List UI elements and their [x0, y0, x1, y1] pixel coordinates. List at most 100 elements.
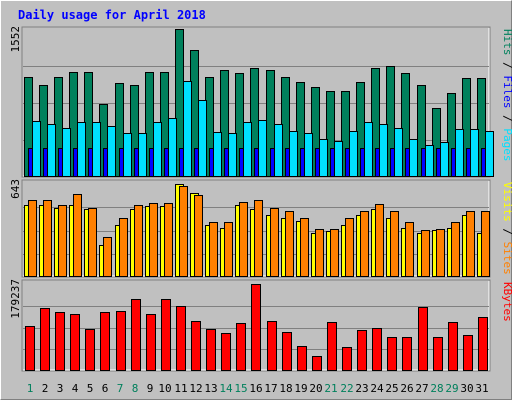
bar-sites-day-1	[28, 200, 37, 277]
bar-kbytes-day-23	[357, 330, 367, 371]
bar-pages-day-18	[289, 131, 298, 177]
legend-kbytes: KBytes	[501, 282, 512, 322]
bar-pages-day-7	[123, 133, 132, 177]
bar-sites-day-11	[179, 186, 188, 277]
bar-sites-day-9	[149, 203, 158, 277]
bar-sites-day-24	[375, 204, 384, 277]
x-tick-label-day-16: 16	[249, 382, 262, 395]
x-tick-label-day-12: 12	[189, 382, 202, 395]
bar-pages-day-9	[153, 122, 162, 177]
bar-sites-day-19	[300, 218, 309, 277]
bar-kbytes-day-30	[463, 335, 473, 371]
bar-pages-day-2	[47, 124, 56, 177]
legend-item-hits: Hits	[501, 29, 512, 56]
bar-pages-day-1	[32, 121, 41, 177]
x-tick-label-day-4: 4	[72, 382, 79, 395]
bar-sites-day-10	[164, 203, 173, 277]
bar-kbytes-day-1	[25, 326, 35, 371]
x-tick-label-day-5: 5	[87, 382, 94, 395]
bar-kbytes-day-15	[236, 323, 246, 371]
x-tick-label-day-31: 31	[475, 382, 488, 395]
bar-kbytes-day-24	[372, 328, 382, 371]
x-tick-label-day-9: 9	[147, 382, 154, 395]
bar-kbytes-day-14	[221, 333, 231, 371]
bar-sites-day-8	[134, 205, 143, 277]
bar-sites-day-7	[119, 218, 128, 277]
x-tick-label-day-2: 2	[42, 382, 49, 395]
x-tick-label-day-11: 11	[174, 382, 187, 395]
y-max-label: 179237	[9, 279, 22, 319]
bar-kbytes-day-9	[146, 314, 156, 371]
bar-kbytes-day-8	[131, 299, 141, 371]
bar-pages-day-16	[258, 120, 267, 177]
y-max-label: 1552	[9, 26, 22, 53]
bar-kbytes-day-29	[448, 322, 458, 371]
x-tick-label-day-17: 17	[264, 382, 277, 395]
x-tick-label-day-25: 25	[385, 382, 398, 395]
bar-sites-day-2	[43, 200, 52, 277]
x-tick-label-day-27: 27	[415, 382, 428, 395]
chart-title: Daily usage for April 2018	[18, 8, 206, 22]
x-tick-label-day-29: 29	[445, 382, 458, 395]
bar-pages-day-4	[77, 122, 86, 177]
bar-kbytes-day-4	[70, 314, 80, 371]
legend-separator: /	[501, 222, 512, 242]
x-tick-label-day-7: 7	[117, 382, 124, 395]
bar-kbytes-day-26	[402, 337, 412, 371]
bar-sites-day-26	[405, 222, 414, 277]
bar-pages-day-24	[379, 124, 388, 177]
bar-pages-day-20	[319, 139, 328, 177]
bar-sites-day-28	[436, 229, 445, 277]
bar-kbytes-day-28	[433, 337, 443, 371]
x-tick-label-day-13: 13	[204, 382, 217, 395]
x-tick-label-day-24: 24	[370, 382, 384, 395]
bar-pages-day-17	[274, 124, 283, 177]
x-tick-label-day-19: 19	[294, 382, 307, 395]
bar-kbytes-day-11	[176, 306, 186, 371]
bar-pages-day-29	[455, 129, 464, 177]
bar-pages-day-23	[364, 122, 373, 177]
bar-kbytes-day-25	[387, 337, 397, 371]
panel-hits-files-pages: 1552 Hits / Files / Pages	[9, 26, 512, 178]
legend-separator: /	[501, 56, 512, 76]
bar-pages-day-15	[243, 122, 252, 177]
bar-pages-day-25	[394, 128, 403, 177]
bar-sites-day-29	[451, 222, 460, 277]
bar-kbytes-day-5	[85, 329, 95, 371]
bar-sites-day-31	[481, 211, 490, 277]
bar-sites-day-5	[88, 208, 97, 277]
bar-sites-day-17	[270, 208, 279, 277]
bar-sites-day-16	[254, 200, 263, 277]
x-tick-label-day-14: 14	[219, 382, 233, 395]
bar-pages-day-12	[198, 100, 207, 177]
legend-hits-files-pages: Hits / Files / Pages	[501, 29, 512, 162]
bar-pages-day-22	[349, 131, 358, 177]
bar-sites-day-21	[330, 229, 339, 277]
bar-kbytes-day-12	[191, 321, 201, 371]
bar-sites-day-25	[390, 211, 399, 277]
x-tick-label-day-20: 20	[309, 382, 322, 395]
bar-kbytes-day-10	[161, 299, 171, 371]
panel-visits-sites: 643 Visits / Sites	[9, 179, 512, 278]
bar-sites-day-14	[224, 222, 233, 277]
bar-pages-day-27	[425, 145, 434, 177]
bar-pages-day-30	[470, 129, 479, 177]
legend-separator: /	[501, 109, 512, 129]
bar-pages-day-14	[228, 133, 237, 177]
bar-kbytes-day-2	[40, 308, 50, 371]
x-tick-label-day-3: 3	[57, 382, 64, 395]
bar-pages-day-8	[138, 133, 147, 177]
bar-sites-day-15	[239, 202, 248, 277]
bar-sites-day-13	[209, 222, 218, 277]
x-tick-label-day-8: 8	[132, 382, 139, 395]
bar-kbytes-day-31	[478, 317, 488, 371]
legend-item-files: Files	[501, 75, 512, 108]
bar-kbytes-day-18	[282, 332, 292, 371]
x-tick-label-day-23: 23	[355, 382, 368, 395]
bar-sites-day-30	[466, 211, 475, 277]
x-tick-label-day-18: 18	[279, 382, 292, 395]
bar-kbytes-day-17	[267, 321, 277, 371]
bar-pages-day-3	[62, 128, 71, 177]
bar-kbytes-day-3	[55, 312, 65, 371]
